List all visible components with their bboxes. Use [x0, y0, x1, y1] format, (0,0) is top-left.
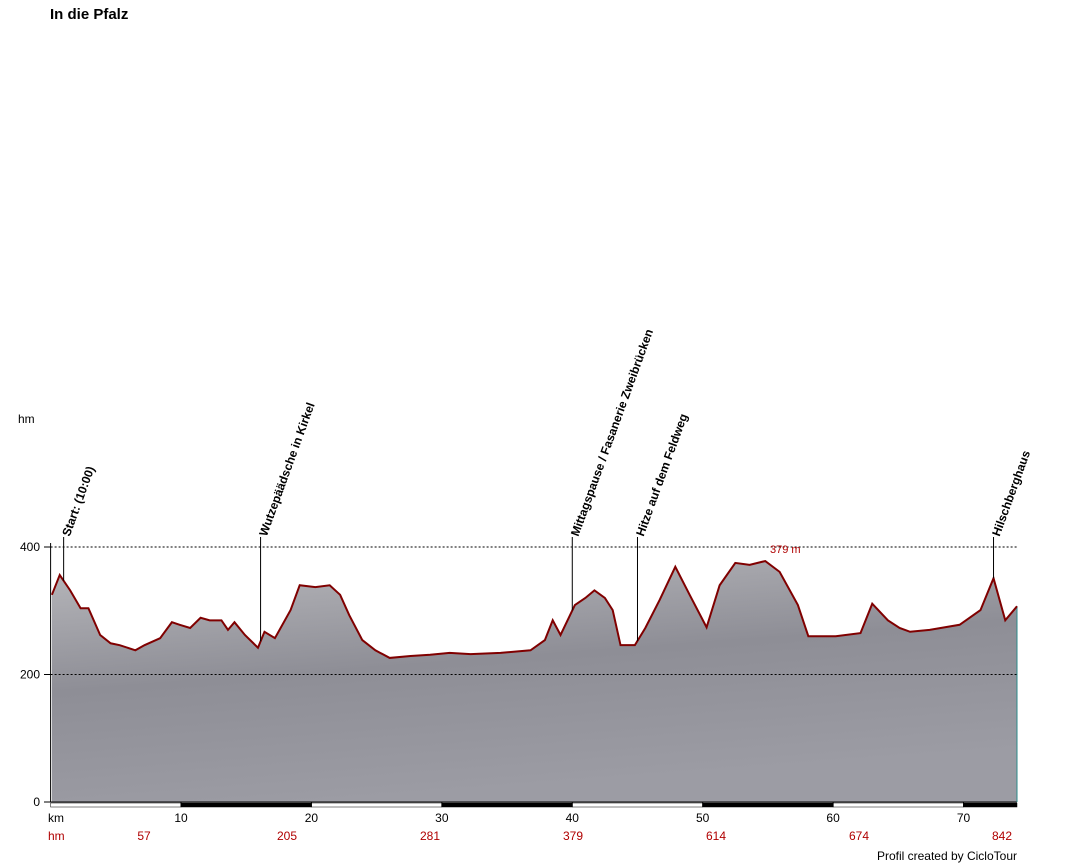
waypoint-label: Wutzepäädsche in Kirkel — [256, 401, 317, 538]
scale-bar — [572, 802, 703, 808]
footer: Profil created by CicloTour — [877, 849, 1017, 863]
x-tick-label: 70 — [957, 811, 971, 825]
climb-value: 674 — [849, 829, 869, 843]
x-tick-label: 50 — [696, 811, 710, 825]
scale-bar — [311, 802, 443, 808]
climb-value: 281 — [420, 829, 440, 843]
climb-label: hm — [48, 829, 65, 843]
climb-value: 379 — [563, 829, 583, 843]
scale-bar — [702, 802, 834, 808]
x-tick-label: 40 — [566, 811, 580, 825]
scale-bar — [963, 802, 1018, 808]
max-annotation: 379 m — [770, 544, 801, 556]
scale-bar — [832, 802, 964, 808]
scale-bar — [50, 802, 182, 808]
x-axis-label: km — [48, 811, 64, 825]
profile-line — [50, 559, 1018, 659]
y-tick-label: 200 — [20, 668, 40, 682]
climb-value: 57 — [137, 829, 151, 843]
x-tick-label: 60 — [826, 811, 840, 825]
x-tick-label: 10 — [174, 811, 188, 825]
climb-value: 842 — [992, 829, 1012, 843]
terrain — [51, 561, 1018, 802]
waypoint-label: Hitze auf dem Feldweg — [633, 412, 690, 538]
x-tick-label: 30 — [435, 811, 449, 825]
y-tick-label: 0 — [33, 795, 40, 809]
y-axis-label: hm — [18, 412, 35, 426]
scale-bar — [441, 802, 573, 808]
waypoint-label: Hilschberghaus — [989, 448, 1033, 538]
climb-value: 614 — [706, 829, 726, 843]
x-tick-label: 20 — [305, 811, 319, 825]
scale-bar — [180, 802, 312, 808]
waypoint-label: Start: (10:00) — [59, 464, 97, 538]
y-tick-label: 400 — [20, 540, 40, 554]
chart-title: In die Pfalz — [50, 6, 128, 23]
climb-value: 205 — [277, 829, 297, 843]
